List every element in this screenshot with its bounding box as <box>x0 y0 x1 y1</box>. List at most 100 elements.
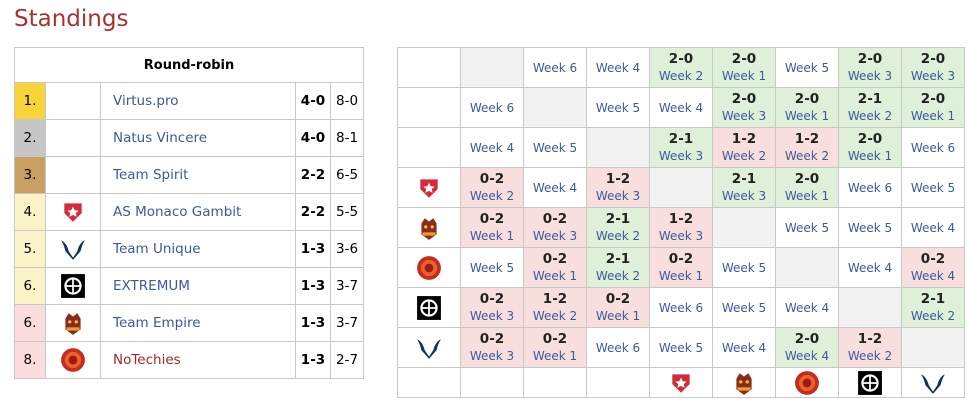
match-score: 2-0 <box>920 51 946 67</box>
logo-cell <box>45 341 101 379</box>
week-link[interactable]: Week 6 <box>658 300 704 315</box>
week-link[interactable]: Week 5 <box>469 260 515 275</box>
week-link[interactable]: Week 1 <box>847 149 893 163</box>
week-link[interactable]: Week 6 <box>469 100 515 115</box>
week-link[interactable]: Week 2 <box>784 149 830 163</box>
team-link[interactable]: Team Empire <box>113 315 201 331</box>
week-link[interactable]: Week 4 <box>595 60 641 75</box>
week-link[interactable]: Week 6 <box>595 340 641 355</box>
column-logo <box>649 367 713 398</box>
match-cell: 1-2 Week 3 <box>586 167 650 208</box>
team-link[interactable]: Team Spirit <box>113 167 189 183</box>
match-cell: 2-0 Week 1 <box>775 87 839 128</box>
week-link[interactable]: Week 1 <box>532 349 578 363</box>
week: Week 2 <box>587 228 649 244</box>
match-score: 1-3 <box>295 304 331 342</box>
week-link[interactable]: Week 4 <box>910 220 956 235</box>
week-link[interactable]: Week 4 <box>784 349 830 363</box>
week-link[interactable]: Week 4 <box>910 269 956 283</box>
week: Week 5 <box>839 220 901 236</box>
match-score: 0-2 <box>668 251 694 267</box>
week: Week 1 <box>776 108 838 124</box>
column-logo <box>523 367 587 398</box>
week: Week 1 <box>776 188 838 204</box>
match-score: 2-2 <box>295 156 331 194</box>
match-cell: 2-0 Week 3 <box>712 87 776 128</box>
week-link[interactable]: Week 1 <box>721 69 767 83</box>
week-link[interactable]: Week 5 <box>784 60 830 75</box>
week-link[interactable]: Week 2 <box>595 269 641 283</box>
week-link[interactable]: Week 2 <box>658 69 704 83</box>
week-link[interactable]: Week 1 <box>595 309 641 323</box>
week-link[interactable]: Week 4 <box>784 300 830 315</box>
week-link[interactable]: Week 1 <box>910 109 956 123</box>
week: Week 6 <box>902 140 964 156</box>
week-link[interactable]: Week 5 <box>658 340 704 355</box>
match-score: 1-3 <box>295 267 331 305</box>
week-link[interactable]: Week 5 <box>847 220 893 235</box>
week: Week 1 <box>902 108 964 124</box>
week-link[interactable]: Week 4 <box>658 100 704 115</box>
team-logo <box>416 215 442 241</box>
column-logo <box>712 367 776 398</box>
week-link[interactable]: Week 3 <box>721 189 767 203</box>
week-link[interactable]: Week 3 <box>847 69 893 83</box>
week: Week 2 <box>902 308 964 324</box>
week-link[interactable]: Week 5 <box>532 140 578 155</box>
week-link[interactable]: Week 3 <box>595 189 641 203</box>
week-link[interactable]: Week 6 <box>532 60 578 75</box>
team-link[interactable]: EXTREMUM <box>113 278 190 294</box>
week-link[interactable]: Week 6 <box>910 140 956 155</box>
match-cell: Week 4 <box>460 127 524 168</box>
logo-cell <box>45 193 101 231</box>
week-link[interactable]: Week 1 <box>784 189 830 203</box>
week-link[interactable]: Week 5 <box>721 300 767 315</box>
match-cell: Week 5 <box>775 207 839 248</box>
week: Week 6 <box>461 100 523 116</box>
week-link[interactable]: Week 3 <box>469 309 515 323</box>
week-link[interactable]: Week 5 <box>595 100 641 115</box>
week-link[interactable]: Week 3 <box>721 109 767 123</box>
week-link[interactable]: Week 1 <box>532 269 578 283</box>
team-link[interactable]: AS Monaco Gambit <box>113 204 242 220</box>
week-link[interactable]: Week 1 <box>658 269 704 283</box>
team-link[interactable]: Natus Vincere <box>113 130 208 146</box>
match-cell: Week 6 <box>460 87 524 128</box>
week-link[interactable]: Week 2 <box>532 309 578 323</box>
match-cell: Week 4 <box>586 47 650 88</box>
team-link[interactable]: Team Unique <box>113 241 201 257</box>
match-score: 1-3 <box>295 230 331 268</box>
team-logo <box>416 255 442 281</box>
match-cell: 0-2 Week 3 <box>460 327 524 368</box>
game-score: 5-5 <box>329 193 365 231</box>
week-link[interactable]: Week 1 <box>469 229 515 243</box>
week-link[interactable]: Week 5 <box>910 180 956 195</box>
week-link[interactable]: Week 4 <box>721 340 767 355</box>
team-link[interactable]: NoTechies <box>113 352 181 368</box>
match-cell: 2-0 Week 1 <box>838 127 902 168</box>
match-cell: 2-0 Week 1 <box>901 87 965 128</box>
week-link[interactable]: Week 4 <box>469 140 515 155</box>
week-link[interactable]: Week 3 <box>532 229 578 243</box>
week-link[interactable]: Week 3 <box>658 149 704 163</box>
logo-cell <box>45 304 101 342</box>
week-link[interactable]: Week 5 <box>784 220 830 235</box>
week-link[interactable]: Week 3 <box>910 69 956 83</box>
week-link[interactable]: Week 3 <box>469 349 515 363</box>
week-link[interactable]: Week 2 <box>847 109 893 123</box>
rank: 4. <box>14 193 46 231</box>
week-link[interactable]: Week 3 <box>658 229 704 243</box>
team-link[interactable]: Virtus.pro <box>113 93 179 109</box>
week-link[interactable]: Week 2 <box>721 149 767 163</box>
week-link[interactable]: Week 2 <box>595 229 641 243</box>
week-link[interactable]: Week 4 <box>847 260 893 275</box>
match-cell: Week 4 <box>838 247 902 288</box>
week-link[interactable]: Week 2 <box>847 349 893 363</box>
game-score: 3-6 <box>329 230 365 268</box>
week-link[interactable]: Week 2 <box>910 309 956 323</box>
week-link[interactable]: Week 5 <box>721 260 767 275</box>
week-link[interactable]: Week 2 <box>469 189 515 203</box>
week-link[interactable]: Week 6 <box>847 180 893 195</box>
week-link[interactable]: Week 1 <box>784 109 830 123</box>
week-link[interactable]: Week 4 <box>532 180 578 195</box>
